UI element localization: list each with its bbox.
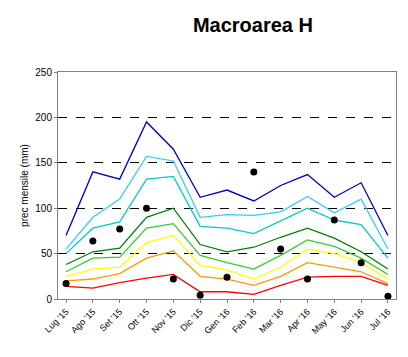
svg-text:Ago '15: Ago '15 xyxy=(69,307,97,335)
svg-text:prec mensile (mm): prec mensile (mm) xyxy=(19,144,30,227)
svg-text:Mar '16: Mar '16 xyxy=(257,307,285,335)
svg-text:May '16: May '16 xyxy=(310,307,339,336)
svg-text:Gen '16: Gen '16 xyxy=(202,307,231,336)
svg-text:Nov '15: Nov '15 xyxy=(149,307,177,335)
svg-text:Apr '16: Apr '16 xyxy=(285,307,312,334)
svg-text:Jun '16: Jun '16 xyxy=(338,307,365,334)
svg-text:Ott '15: Ott '15 xyxy=(125,307,151,333)
svg-text:0: 0 xyxy=(46,294,52,305)
svg-text:Feb '16: Feb '16 xyxy=(230,307,258,335)
svg-text:Dic '15: Dic '15 xyxy=(178,307,204,333)
svg-text:250: 250 xyxy=(35,67,52,78)
svg-text:Lug '15: Lug '15 xyxy=(43,307,71,335)
svg-text:50: 50 xyxy=(41,248,53,259)
svg-text:Set '15: Set '15 xyxy=(98,307,125,334)
svg-text:200: 200 xyxy=(35,112,52,123)
svg-text:150: 150 xyxy=(35,157,52,168)
svg-text:Macroarea H: Macroarea H xyxy=(193,14,313,36)
svg-text:100: 100 xyxy=(35,203,52,214)
svg-text:Jul '16: Jul '16 xyxy=(367,307,392,332)
